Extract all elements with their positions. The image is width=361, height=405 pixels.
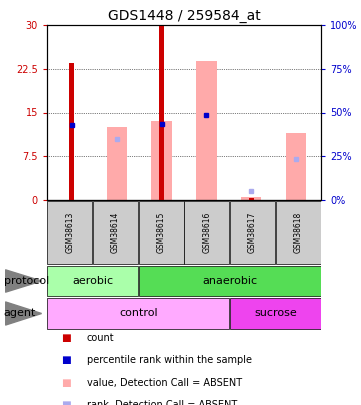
- Bar: [196, 61, 217, 200]
- Text: GSM38617: GSM38617: [248, 212, 257, 253]
- Bar: [184, 201, 229, 264]
- Bar: [159, 25, 164, 200]
- Bar: [241, 197, 261, 200]
- Bar: [230, 298, 321, 329]
- Bar: [139, 266, 321, 296]
- Text: rank, Detection Call = ABSENT: rank, Detection Call = ABSENT: [87, 400, 237, 405]
- Text: ■: ■: [61, 377, 71, 388]
- Title: GDS1448 / 259584_at: GDS1448 / 259584_at: [108, 9, 260, 23]
- Text: control: control: [119, 309, 158, 318]
- Bar: [47, 201, 92, 264]
- Bar: [106, 127, 127, 200]
- Text: agent: agent: [4, 309, 36, 318]
- Bar: [276, 201, 321, 264]
- Bar: [47, 266, 138, 296]
- Bar: [139, 201, 183, 264]
- Text: GSM38614: GSM38614: [111, 212, 120, 253]
- Text: value, Detection Call = ABSENT: value, Detection Call = ABSENT: [87, 377, 242, 388]
- Bar: [230, 201, 275, 264]
- Text: count: count: [87, 333, 114, 343]
- Text: ■: ■: [61, 333, 71, 343]
- Polygon shape: [5, 302, 42, 325]
- Text: GSM38616: GSM38616: [202, 212, 211, 253]
- Text: GSM38615: GSM38615: [157, 212, 166, 253]
- Bar: [47, 298, 229, 329]
- Text: aerobic: aerobic: [72, 276, 113, 286]
- Text: ■: ■: [61, 355, 71, 365]
- Bar: [93, 201, 138, 264]
- Polygon shape: [5, 270, 42, 292]
- Bar: [286, 133, 306, 200]
- Text: ■: ■: [61, 400, 71, 405]
- Bar: [249, 198, 254, 200]
- Text: GSM38613: GSM38613: [65, 212, 74, 253]
- Text: sucrose: sucrose: [254, 309, 297, 318]
- Text: protocol: protocol: [4, 276, 49, 286]
- Text: percentile rank within the sample: percentile rank within the sample: [87, 355, 252, 365]
- Bar: [151, 121, 171, 200]
- Bar: [69, 63, 74, 200]
- Text: GSM38618: GSM38618: [293, 212, 303, 253]
- Text: anaerobic: anaerobic: [202, 276, 257, 286]
